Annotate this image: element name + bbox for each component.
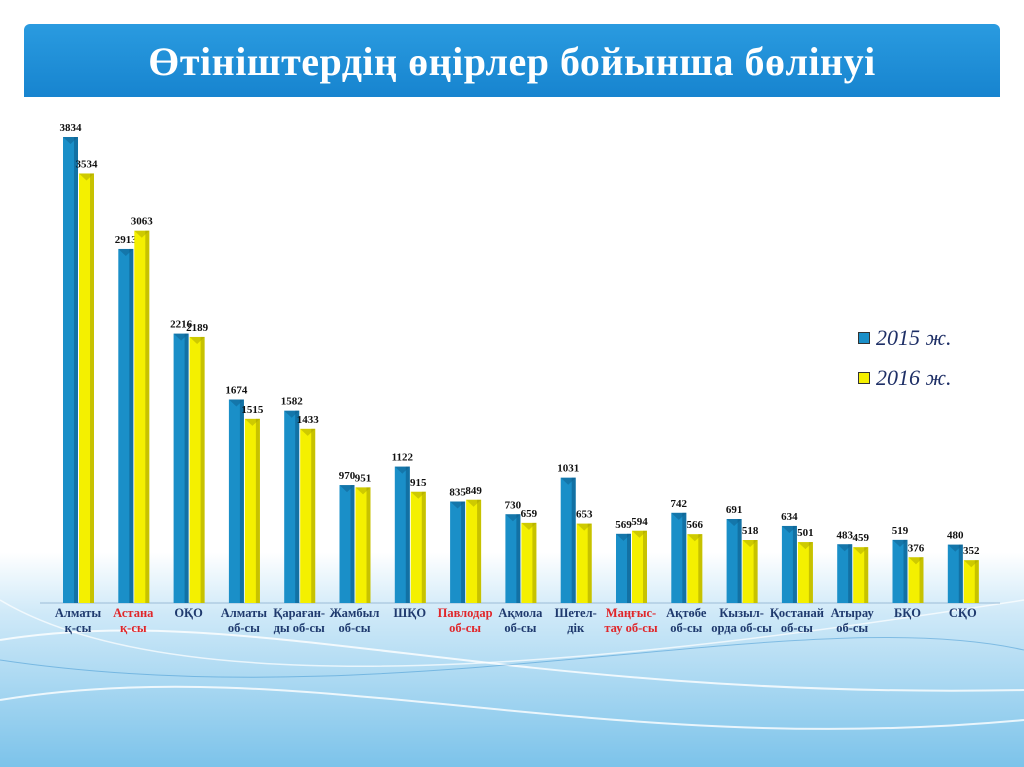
data-label: 730 bbox=[505, 499, 522, 511]
bar-2015 bbox=[671, 512, 687, 603]
category-label: Маңғыс- тау об-сы bbox=[604, 606, 658, 635]
data-label: 1122 bbox=[392, 452, 414, 464]
data-label: 653 bbox=[576, 509, 593, 521]
data-label: 1433 bbox=[297, 414, 320, 426]
category-label: ОҚО bbox=[174, 606, 203, 620]
category-label: СҚО bbox=[948, 606, 977, 620]
bar-2016 bbox=[963, 560, 979, 603]
data-label: 483 bbox=[836, 529, 853, 541]
data-label: 1031 bbox=[557, 463, 579, 475]
bar-2015 bbox=[892, 539, 908, 603]
bar-2016 bbox=[134, 230, 150, 603]
bar-2016 bbox=[244, 418, 260, 603]
category-label: Астана қ-сы bbox=[113, 606, 154, 635]
data-label: 970 bbox=[339, 470, 356, 482]
data-label: 566 bbox=[687, 519, 704, 531]
category-label: Павлодар об-сы bbox=[437, 606, 493, 635]
bar-2016 bbox=[410, 491, 426, 603]
legend-label-2016: 2016 ж. bbox=[876, 365, 952, 390]
bar-2015 bbox=[284, 410, 300, 603]
data-label: 518 bbox=[742, 525, 759, 537]
category-label: Атырау об-сы bbox=[830, 606, 874, 635]
data-label: 3063 bbox=[131, 216, 154, 228]
data-label: 519 bbox=[892, 525, 909, 537]
category-label: Қостанай об-сы bbox=[769, 606, 824, 635]
data-label: 1674 bbox=[225, 385, 248, 397]
bar-2015 bbox=[339, 485, 355, 603]
legend-swatch-2016 bbox=[858, 372, 870, 384]
data-label: 951 bbox=[355, 472, 372, 484]
bar-2015 bbox=[560, 477, 576, 603]
legend-label-2015: 2015 ж. bbox=[876, 325, 952, 350]
slide-title: Өтініштердің өңірлер бойынша бөлінуі bbox=[148, 39, 876, 84]
category-label: Ақтөбе об-сы bbox=[666, 606, 707, 635]
category-label: ШҚО bbox=[393, 606, 427, 620]
bar-2016 bbox=[742, 540, 758, 603]
category-label: Қараған- ды об-сы bbox=[273, 606, 326, 635]
legend: 2015 ж. 2016 ж. bbox=[858, 318, 951, 398]
data-label: 2216 bbox=[170, 319, 193, 331]
data-label: 569 bbox=[615, 519, 632, 531]
data-label: 3834 bbox=[60, 122, 83, 134]
bar-2016 bbox=[797, 542, 813, 603]
bar-2016 bbox=[576, 523, 592, 603]
bar-2015 bbox=[781, 525, 797, 603]
category-label: БҚО bbox=[893, 606, 922, 620]
data-label: 849 bbox=[465, 485, 482, 497]
data-label: 1515 bbox=[241, 404, 264, 416]
data-label: 3534 bbox=[76, 158, 99, 170]
bar-2016 bbox=[466, 499, 482, 603]
legend-swatch-2015 bbox=[858, 332, 870, 344]
bar-2016 bbox=[521, 522, 537, 603]
data-label: 835 bbox=[449, 487, 466, 499]
category-label: Алматы об-сы bbox=[220, 606, 268, 635]
category-label: Жамбыл об-сы bbox=[329, 606, 380, 635]
legend-item-2015: 2015 ж. bbox=[858, 318, 951, 358]
data-label: 1582 bbox=[281, 396, 304, 408]
bar-2016 bbox=[300, 428, 316, 603]
bar-2015 bbox=[394, 466, 410, 603]
bar-2015 bbox=[228, 399, 244, 603]
data-label: 915 bbox=[410, 477, 427, 489]
bar-2015 bbox=[173, 333, 189, 603]
bar-2015 bbox=[63, 137, 78, 603]
bar-2015 bbox=[450, 501, 466, 603]
bar-2016 bbox=[79, 173, 94, 603]
bar-2016 bbox=[908, 557, 924, 603]
bar-2016 bbox=[687, 534, 703, 603]
category-label: Шетел- дік bbox=[554, 606, 597, 635]
legend-item-2016: 2016 ж. bbox=[858, 358, 951, 398]
bar-2015 bbox=[616, 533, 631, 603]
data-label: 2913 bbox=[115, 234, 138, 246]
data-label: 376 bbox=[908, 542, 925, 554]
bar-2015 bbox=[505, 514, 521, 603]
bar-2016 bbox=[632, 530, 647, 603]
bar-2016 bbox=[853, 547, 869, 603]
bar-2016 bbox=[189, 336, 205, 603]
title-banner: Өтініштердің өңірлер бойынша бөлінуі bbox=[24, 24, 1000, 97]
data-label: 480 bbox=[947, 530, 964, 542]
data-label: 2189 bbox=[186, 322, 209, 334]
data-label: 742 bbox=[671, 498, 688, 510]
bar-2015 bbox=[726, 519, 742, 603]
data-label: 459 bbox=[852, 532, 869, 544]
category-label: Кызыл- орда об-сы bbox=[711, 606, 772, 635]
bar-2015 bbox=[947, 544, 963, 603]
bar-2016 bbox=[355, 487, 371, 603]
data-label: 634 bbox=[781, 511, 798, 523]
data-label: 501 bbox=[797, 527, 814, 539]
bar-2015 bbox=[837, 544, 853, 603]
category-label: Алматы қ-сы bbox=[54, 606, 102, 635]
data-label: 691 bbox=[726, 504, 743, 516]
category-label: Ақмола об-сы bbox=[498, 606, 543, 635]
data-label: 352 bbox=[963, 545, 980, 557]
data-label: 659 bbox=[521, 508, 538, 520]
data-label: 594 bbox=[631, 516, 648, 528]
bar-2015 bbox=[118, 248, 134, 604]
